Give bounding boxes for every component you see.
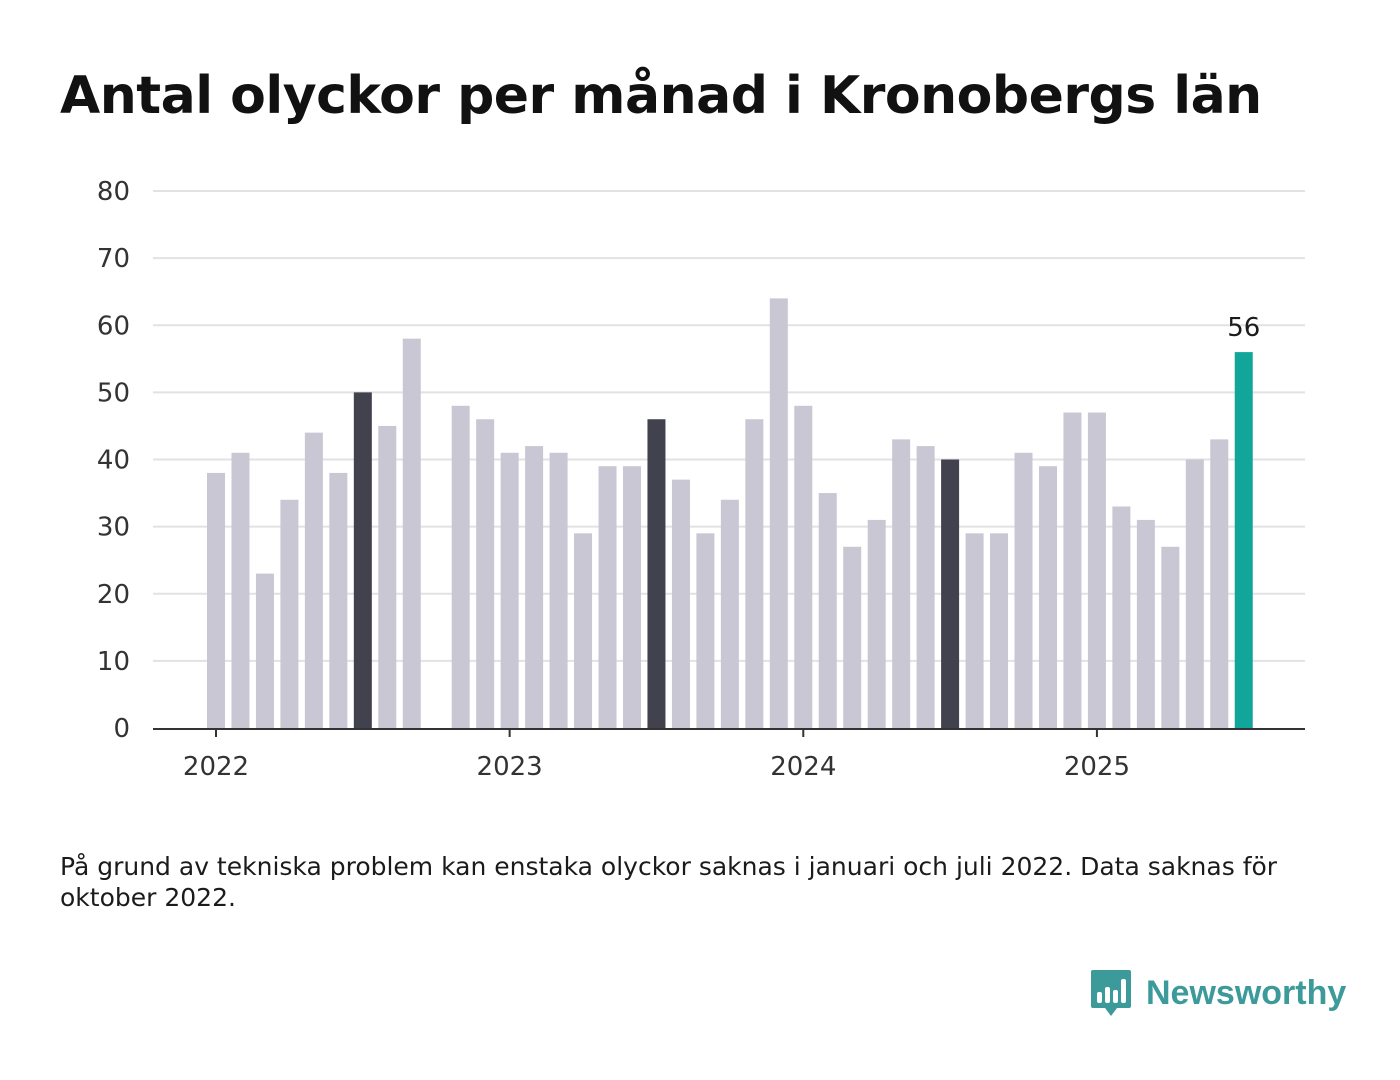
data-label: 56 bbox=[1227, 313, 1260, 343]
bar bbox=[451, 405, 470, 728]
bar bbox=[304, 432, 323, 728]
y-tick-label: 0 bbox=[113, 714, 130, 744]
bar bbox=[1014, 452, 1033, 728]
bar bbox=[769, 298, 788, 728]
x-tick-label: 2025 bbox=[1064, 752, 1130, 782]
bar bbox=[1185, 459, 1204, 728]
bar bbox=[622, 466, 641, 728]
y-tick-label: 20 bbox=[97, 580, 130, 610]
bar bbox=[1087, 412, 1106, 728]
bar bbox=[867, 519, 886, 728]
bar bbox=[965, 533, 984, 728]
x-tick-label: 2022 bbox=[183, 752, 249, 782]
bar bbox=[916, 446, 935, 728]
bar bbox=[720, 499, 739, 728]
bar bbox=[1112, 506, 1131, 728]
bar bbox=[549, 452, 568, 728]
bar bbox=[231, 452, 250, 728]
chart-title: Antal olyckor per månad i Kronobergs län bbox=[60, 66, 1262, 126]
footnote: På grund av tekniska problem kan enstaka… bbox=[60, 852, 1278, 912]
bar bbox=[818, 493, 837, 728]
bar bbox=[696, 533, 715, 728]
bar bbox=[255, 573, 274, 728]
y-tick-label: 80 bbox=[97, 177, 130, 207]
bar bbox=[1136, 519, 1155, 728]
bar bbox=[525, 446, 544, 728]
bar bbox=[990, 533, 1009, 728]
y-tick-label: 30 bbox=[97, 513, 130, 543]
y-tick-label: 70 bbox=[97, 244, 130, 274]
bar bbox=[500, 452, 519, 728]
brand-logo: Newsworthy bbox=[1090, 968, 1346, 1018]
bar bbox=[402, 338, 421, 728]
bar bbox=[892, 439, 911, 728]
bar bbox=[745, 419, 764, 728]
bar bbox=[1038, 466, 1057, 728]
bar bbox=[329, 472, 348, 728]
bar bbox=[280, 499, 299, 728]
brand-name: Newsworthy bbox=[1146, 973, 1347, 1012]
bar bbox=[1063, 412, 1082, 728]
newsworthy-bar-chart-logo-icon bbox=[1091, 970, 1131, 1016]
bar bbox=[671, 479, 690, 728]
bar-chart: 0 10 20 30 40 50 60 70 80 56 2022 2023 2024 2025 bbox=[97, 177, 1305, 782]
bar bbox=[574, 533, 593, 728]
bar bbox=[647, 419, 666, 728]
bar bbox=[476, 419, 495, 728]
bar bbox=[941, 459, 960, 728]
y-tick-label: 10 bbox=[97, 647, 130, 677]
bar bbox=[1210, 439, 1229, 728]
y-tick-label: 40 bbox=[97, 446, 130, 476]
bar bbox=[1234, 352, 1253, 728]
bar bbox=[353, 392, 372, 728]
bar bbox=[1161, 546, 1180, 728]
bar bbox=[378, 425, 397, 728]
x-tick-label: 2023 bbox=[477, 752, 543, 782]
y-tick-label: 50 bbox=[97, 378, 130, 408]
bar bbox=[843, 546, 862, 728]
x-tick-label: 2024 bbox=[770, 752, 836, 782]
bar bbox=[794, 405, 813, 728]
bar bbox=[207, 472, 225, 728]
y-tick-label: 60 bbox=[97, 311, 130, 341]
bar bbox=[598, 466, 617, 728]
